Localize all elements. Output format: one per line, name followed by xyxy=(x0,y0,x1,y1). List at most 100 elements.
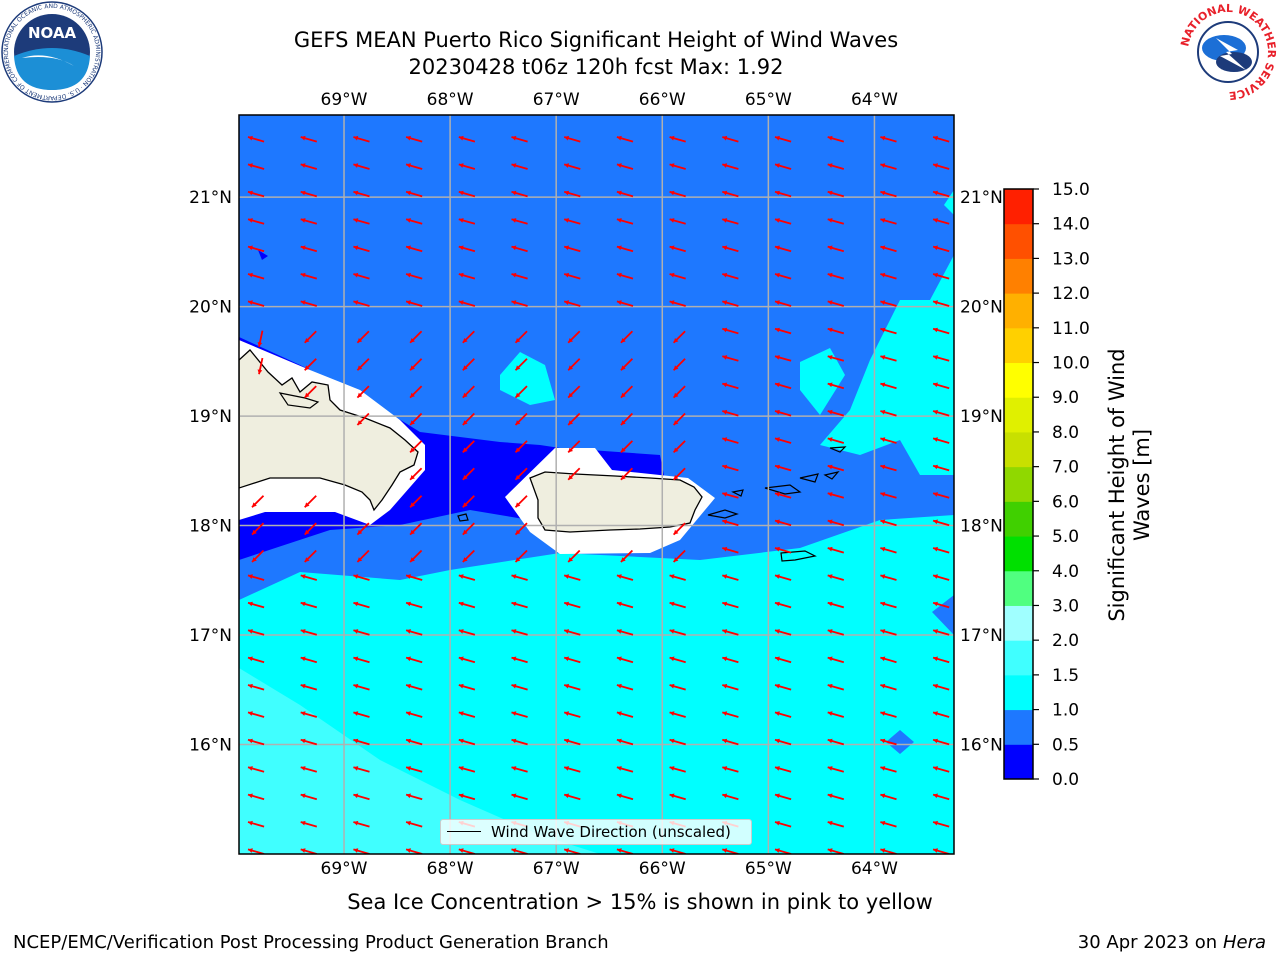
wind-wave-arrow xyxy=(514,330,528,344)
wind-wave-arrow xyxy=(880,629,897,636)
wind-wave-arrow xyxy=(353,190,370,198)
wind-wave-arrow xyxy=(932,464,950,472)
wind-wave-arrow xyxy=(669,245,686,253)
wind-wave-arrow xyxy=(669,848,686,854)
wind-wave-arrow xyxy=(405,300,423,307)
wind-wave-arrow xyxy=(409,495,423,508)
wind-wave-arrow xyxy=(827,355,845,362)
wind-wave-arrow xyxy=(722,711,739,718)
wind-wave-arrow xyxy=(300,766,318,773)
contour-1.0-1.5 xyxy=(820,255,954,475)
wind-wave-arrow xyxy=(827,656,845,664)
wind-wave-arrow xyxy=(405,574,423,581)
colorbar-segment xyxy=(1004,744,1033,780)
wind-wave-arrow xyxy=(458,245,476,253)
wind-wave-arrow xyxy=(511,218,528,225)
wind-wave-arrow xyxy=(563,766,581,773)
legend-label: Wind Wave Direction (unscaled) xyxy=(491,823,731,841)
wind-wave-arrow xyxy=(827,848,845,854)
lat-label: 19°N xyxy=(960,407,1003,427)
lat-label: 18°N xyxy=(960,517,1003,537)
wind-wave-arrow xyxy=(932,519,950,527)
wind-wave-arrow xyxy=(827,464,845,472)
wind-wave-arrow xyxy=(304,549,317,563)
wind-wave-arrow xyxy=(827,820,845,828)
wind-wave-arrow xyxy=(774,190,792,198)
wind-wave-arrow xyxy=(458,272,476,280)
colorbar-tick-label: 13.0 xyxy=(1052,249,1090,269)
wind-wave-arrow xyxy=(567,467,581,481)
wind-wave-arrow xyxy=(932,738,950,746)
wind-wave-arrow xyxy=(247,574,265,581)
wind-wave-arrow xyxy=(774,519,792,527)
wind-wave-arrow xyxy=(247,135,265,143)
right-latitude-labels: 21°N 20°N 19°N 18°N 17°N 16°N xyxy=(960,188,1003,755)
colorbar-tick-label: 14.0 xyxy=(1052,215,1090,235)
wind-wave-arrow xyxy=(669,711,686,718)
wind-wave-arrow xyxy=(405,711,423,718)
wind-wave-arrow xyxy=(722,848,739,854)
wind-wave-arrow xyxy=(722,300,739,307)
wind-wave-arrow xyxy=(774,546,792,554)
colorbar-segment xyxy=(1004,501,1033,537)
wind-wave-arrow xyxy=(616,711,634,718)
contour-0.5-1.0 xyxy=(886,730,914,754)
wind-wave-arrow xyxy=(511,601,528,609)
wind-wave-arrow xyxy=(353,300,370,307)
wind-wave-arrow xyxy=(405,683,423,691)
colorbar-segment xyxy=(1004,189,1033,225)
wind-wave-arrow xyxy=(567,412,581,426)
wind-wave-arrow xyxy=(458,766,476,773)
footer-producer: NCEP/EMC/Verification Post Processing Pr… xyxy=(13,932,609,953)
wind-wave-arrow xyxy=(932,683,950,691)
wind-wave-arrow xyxy=(409,358,423,371)
wind-wave-arrow xyxy=(774,135,792,143)
wind-wave-arrow xyxy=(672,549,686,563)
island-outline xyxy=(731,489,744,497)
colorbar-segment xyxy=(1004,362,1033,398)
wind-wave-arrow xyxy=(722,574,739,581)
wind-wave-arrow xyxy=(932,437,950,444)
wind-wave-arrow xyxy=(880,574,897,581)
wind-wave-arrow xyxy=(774,738,792,746)
wind-wave-arrow xyxy=(353,820,370,828)
wind-wave-arrow xyxy=(353,848,370,854)
wind-wave-arrow xyxy=(353,793,370,801)
wind-wave-arrow xyxy=(563,629,581,636)
wind-wave-arrow xyxy=(880,327,897,335)
wind-wave-arrow xyxy=(563,601,581,609)
wind-wave-arrow xyxy=(827,245,845,253)
wind-wave-arrow xyxy=(405,218,423,225)
wind-wave-arrow xyxy=(300,601,318,609)
wind-wave-arrow xyxy=(616,766,634,773)
wind-wave-arrow xyxy=(567,549,581,563)
wind-wave-arrow xyxy=(300,135,318,143)
wind-wave-arrow xyxy=(722,355,739,362)
lon-label: 66°W xyxy=(639,90,686,110)
lon-label: 64°W xyxy=(851,90,898,110)
hispaniola-island xyxy=(239,349,419,512)
wind-wave-arrow xyxy=(247,272,265,280)
wind-wave-arrow xyxy=(563,190,581,198)
wind-wave-arrow xyxy=(251,549,265,563)
lat-label: 18°N xyxy=(189,517,232,537)
wind-wave-arrow xyxy=(247,683,265,691)
wind-wave-arrow xyxy=(774,629,792,636)
colorbar-segment xyxy=(1004,223,1033,259)
lon-label: 68°W xyxy=(427,90,474,110)
colorbar-tick-label: 0.0 xyxy=(1052,770,1079,790)
wind-wave-arrow xyxy=(462,412,475,426)
wind-wave-arrow xyxy=(405,245,423,253)
wind-wave-arrow xyxy=(511,163,528,170)
chart-title: GEFS MEAN Puerto Rico Significant Height… xyxy=(293,28,899,52)
wind-wave-arrow xyxy=(356,412,370,426)
colorbar-segment xyxy=(1004,466,1033,502)
wind-wave-arrow xyxy=(722,629,739,636)
wind-wave-arrow xyxy=(304,358,317,371)
wind-wave-arrow xyxy=(616,245,634,253)
wind-wave-arrow xyxy=(353,766,370,773)
wind-wave-arrow xyxy=(300,629,318,636)
contour-0.5-1.0 xyxy=(932,595,954,635)
wind-wave-arrow xyxy=(300,272,318,280)
